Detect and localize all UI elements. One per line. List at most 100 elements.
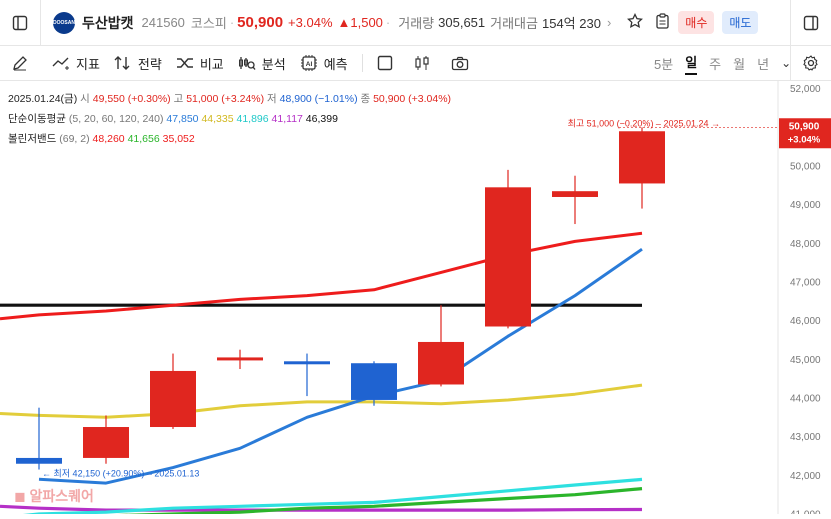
timeframe-year[interactable]: 년: [757, 54, 769, 73]
indicator-button[interactable]: 지표: [52, 54, 100, 73]
chevron-right-icon[interactable]: ›: [607, 15, 611, 30]
candle[interactable]: [552, 176, 598, 224]
clipboard-icon[interactable]: [655, 13, 670, 32]
sidebar-toggle-button[interactable]: [0, 0, 41, 45]
max-price-annotation: 최고 51,000 (−0.20%) – 2025.01.24 →: [568, 118, 720, 128]
stock-name[interactable]: 두산밥캣: [82, 13, 134, 33]
chart-toolbar: 지표 전략 비교 분석 AI 예측 5분 일 주 월 년 ⌄: [0, 46, 831, 81]
ma5-value: 47,850: [166, 113, 198, 125]
bb-params: (69, 2): [59, 133, 89, 145]
current-price: 50,900: [237, 14, 283, 31]
ma-legend[interactable]: 단순이동평균 (5, 20, 60, 120, 240) 47,850 44,3…: [8, 111, 338, 126]
separator-dot: ·: [386, 15, 390, 30]
timeframe-selector: 5분 일 주 월 년 ⌄: [648, 46, 797, 80]
close-label: 종: [361, 93, 371, 105]
candle[interactable]: [217, 350, 263, 369]
candle-body: [351, 363, 397, 400]
ma-label: 단순이동평균: [8, 113, 66, 125]
open-label: 시: [80, 93, 90, 105]
candle-body: [619, 131, 665, 183]
y-tick-label: 46,000: [790, 316, 821, 327]
sell-button[interactable]: 매도: [722, 11, 758, 34]
gear-icon: [803, 55, 819, 71]
forecast-button[interactable]: AI 예측: [300, 54, 348, 73]
bb-legend[interactable]: 볼린저밴드 (69, 2) 48,260 41,656 35,052: [8, 131, 195, 146]
timeframe-day[interactable]: 일: [685, 52, 697, 75]
amount-label: 거래대금: [490, 13, 538, 32]
candlestick-icon: [413, 55, 431, 71]
candle-body: [16, 458, 62, 464]
bb-label: 볼린저밴드: [8, 133, 56, 145]
bb-lower-value: 35,052: [163, 133, 195, 145]
volume-value: 305,651: [438, 15, 485, 30]
candle-body: [83, 427, 129, 458]
chart-annotations: 최고 51,000 (−0.20%) – 2025.01.24 → ← 최저 42…: [14, 118, 831, 504]
chart-settings-button[interactable]: [790, 46, 831, 80]
y-tick-label: 52,000: [790, 84, 821, 95]
y-tick-label: 44,000: [790, 394, 821, 405]
candle[interactable]: [83, 415, 129, 463]
pencil-icon: [12, 55, 28, 71]
compare-icon: [176, 56, 194, 70]
analysis-label: 분석: [262, 54, 286, 73]
candle[interactable]: [418, 305, 464, 386]
ohlc-legend: 2025.01.24(금) 시 49,550 (+0.30%) 고 51,000…: [8, 91, 451, 106]
price-chart[interactable]: 41,00042,00043,00044,00045,00046,00047,0…: [0, 81, 831, 514]
current-price-tag-value: 50,900: [789, 121, 820, 132]
compare-label: 비교: [200, 54, 224, 73]
screenshot-button[interactable]: [451, 56, 475, 71]
timeframe-month[interactable]: 월: [733, 54, 745, 73]
candle-body: [418, 342, 464, 385]
strategy-button[interactable]: 전략: [114, 54, 162, 73]
toolbar-divider: [362, 54, 363, 72]
candle[interactable]: [150, 354, 196, 429]
market-name: 코스피: [191, 13, 227, 32]
draw-tool-button[interactable]: [12, 55, 34, 71]
analysis-button[interactable]: 분석: [238, 54, 286, 73]
chart-square-button[interactable]: [377, 55, 399, 71]
low-value: 48,900 (−1.01%): [280, 93, 358, 105]
bb-mid-value: 41,656: [128, 133, 160, 145]
compare-button[interactable]: 비교: [176, 54, 224, 73]
high-label: 고: [174, 93, 184, 105]
y-tick-label: 47,000: [790, 278, 821, 289]
candle-body: [150, 371, 196, 427]
candle[interactable]: [619, 127, 665, 208]
y-tick-label: 42,000: [790, 471, 821, 482]
camera-icon: [451, 56, 469, 71]
ma-params: (5, 20, 60, 120, 240): [69, 113, 164, 125]
ma120-value: 41,117: [272, 113, 303, 125]
separator-dot: ·: [230, 15, 234, 30]
strategy-icon: [114, 55, 132, 71]
right-panel-toggle-button[interactable]: [790, 0, 831, 45]
square-icon: [377, 55, 393, 71]
volume-label: 거래량: [398, 13, 434, 32]
min-price-annotation: ← 최저 42,150 (+20.90%) – 2025.01.13: [42, 469, 199, 479]
y-tick-label: 48,000: [790, 239, 821, 250]
y-tick-label: 45,000: [790, 355, 821, 366]
stock-header: DOOSAN 두산밥캣 241560 코스피 · 50,900 +3.04% ▲…: [0, 0, 831, 46]
close-value: 50,900 (+3.04%): [373, 93, 451, 105]
candle[interactable]: [485, 170, 531, 329]
bb-upper-value: 48,260: [93, 133, 125, 145]
candle[interactable]: [351, 361, 397, 405]
timeframe-5min[interactable]: 5분: [654, 54, 673, 73]
high-value: 51,000 (+3.24%): [186, 93, 264, 105]
svg-text:AI: AI: [305, 61, 312, 68]
ma60-value: 41,896: [236, 113, 268, 125]
timeframe-week[interactable]: 주: [709, 54, 721, 73]
ma20-value: 44,335: [201, 113, 233, 125]
y-tick-label: 50,000: [790, 162, 821, 173]
candle-body: [284, 361, 330, 364]
star-icon[interactable]: [627, 13, 643, 32]
ai-chip-icon: AI: [300, 54, 318, 72]
change-amount: ▲1,500: [338, 15, 383, 30]
watermark-logo: ◼ 알파스퀘어: [14, 488, 94, 504]
y-tick-label: 41,000: [790, 510, 821, 515]
candle-type-button[interactable]: [413, 55, 437, 71]
analysis-icon: [238, 55, 256, 71]
forecast-label: 예측: [324, 54, 348, 73]
right-panel-icon: [803, 15, 819, 31]
candle[interactable]: [284, 354, 330, 397]
buy-button[interactable]: 매수: [678, 11, 714, 34]
